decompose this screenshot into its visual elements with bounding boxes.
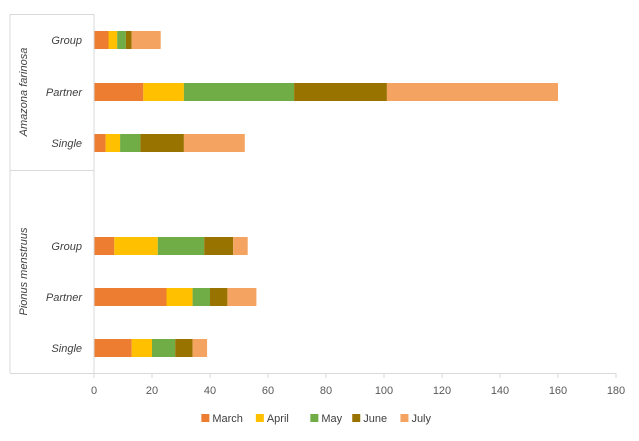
- bar-0-single-april: [105, 134, 121, 152]
- bar-1-partner-june: [210, 288, 228, 306]
- bar-1-partner-april: [166, 288, 193, 306]
- bar-1-single-june: [175, 339, 193, 357]
- bar-1-single-july: [192, 339, 208, 357]
- labels-layer: Group Partner Single Amazona farinosa Group P…: [18, 35, 83, 355]
- bar-0-group-july: [131, 31, 161, 49]
- bar-1-group-may: [157, 237, 205, 255]
- legend-label-may: May: [321, 413, 342, 425]
- category-label: Group: [51, 35, 82, 47]
- category-label: Partner: [46, 87, 83, 99]
- legend-label-april: April: [267, 413, 289, 425]
- bar-1-partner-may: [192, 288, 210, 306]
- bar-1-group-march: [94, 237, 115, 255]
- bar-0-group-june: [125, 31, 132, 49]
- bar-1-single-march: [94, 339, 132, 357]
- x-tick-label: 140: [491, 385, 509, 397]
- bar-1-single-may: [152, 339, 176, 357]
- legend-swatch-july: [400, 414, 409, 422]
- category-label: Single: [51, 138, 82, 150]
- x-tick-label: 60: [262, 385, 274, 397]
- legend-swatch-march: [201, 414, 210, 422]
- group-label: Pionus menstruus: [18, 227, 30, 316]
- legend-swatch-june: [352, 414, 361, 422]
- bar-0-single-march: [94, 134, 106, 152]
- x-tick-label: 0: [91, 385, 97, 397]
- bar-0-group-april: [108, 31, 118, 49]
- bar-0-partner-may: [183, 83, 295, 101]
- bar-0-single-july: [183, 134, 245, 152]
- x-tick-label: 20: [146, 385, 158, 397]
- bar-1-group-june: [204, 237, 234, 255]
- x-tick-label: 120: [433, 385, 451, 397]
- x-tick-label: 80: [320, 385, 332, 397]
- group-label: Amazona farinosa: [18, 48, 30, 138]
- bar-1-group-april: [114, 237, 158, 255]
- bar-1-single-april: [131, 339, 152, 357]
- legend-swatch-april: [255, 414, 264, 422]
- bar-0-group-may: [117, 31, 126, 49]
- category-label: Partner: [46, 292, 83, 304]
- bar-0-partner-july: [386, 83, 558, 101]
- bar-0-single-june: [140, 134, 184, 152]
- legend-label-march: March: [212, 413, 243, 425]
- x-tick-label: 180: [607, 385, 625, 397]
- x-tick-label: 40: [204, 385, 216, 397]
- bar-0-partner-april: [143, 83, 184, 101]
- legend-label-june: June: [363, 413, 387, 425]
- bars-layer: [94, 31, 558, 357]
- bar-0-group-march: [94, 31, 109, 49]
- bar-0-partner-june: [294, 83, 387, 101]
- axes-layer: 0 20 40 60 80 100 120 140 160 180: [9, 14, 625, 397]
- x-tick-label: 160: [549, 385, 567, 397]
- legend-swatch-may: [310, 414, 319, 422]
- legend-label-july: July: [411, 413, 431, 425]
- legend: March April May June July: [201, 413, 432, 425]
- bar-1-partner-march: [94, 288, 167, 306]
- x-tick-label: 100: [375, 385, 393, 397]
- bar-0-partner-march: [94, 83, 144, 101]
- bar-0-single-may: [120, 134, 141, 152]
- bar-1-group-july: [233, 237, 248, 255]
- category-label: Single: [51, 343, 82, 355]
- category-label: Group: [51, 241, 82, 253]
- bar-1-partner-july: [227, 288, 257, 306]
